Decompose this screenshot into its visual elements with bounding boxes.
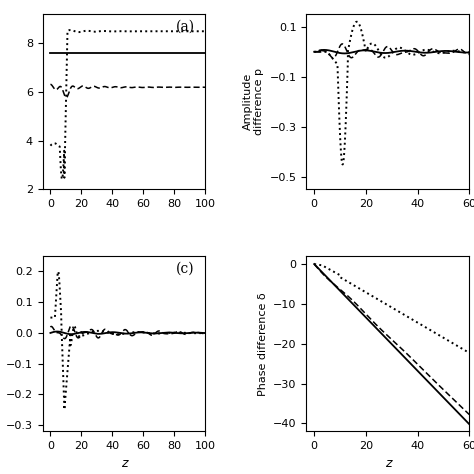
Y-axis label: Amplitude
difference p: Amplitude difference p <box>243 68 264 136</box>
X-axis label: z: z <box>121 456 128 470</box>
Y-axis label: Phase difference δ: Phase difference δ <box>258 292 268 395</box>
Text: (c): (c) <box>176 261 195 275</box>
X-axis label: z: z <box>384 456 391 470</box>
Text: (a): (a) <box>176 19 195 34</box>
